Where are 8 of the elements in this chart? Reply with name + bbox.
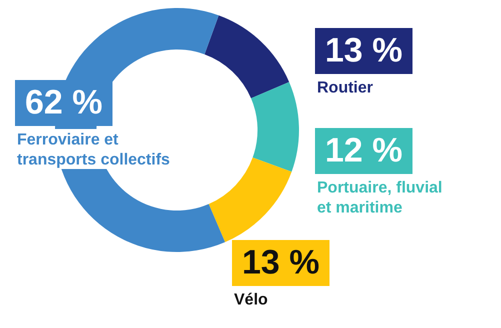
data-label: 13 % <box>325 31 402 70</box>
slice-label: Portuaire, fluvial et maritime <box>317 179 442 216</box>
slice-label: Routier <box>317 79 373 96</box>
data-label: 13 % <box>242 243 320 282</box>
data-label: 62 % <box>25 83 102 122</box>
slice-label: Vélo <box>234 291 268 308</box>
slice-label: Ferroviaire et transports collectifs <box>17 131 170 168</box>
data-label: 12 % <box>325 131 402 170</box>
